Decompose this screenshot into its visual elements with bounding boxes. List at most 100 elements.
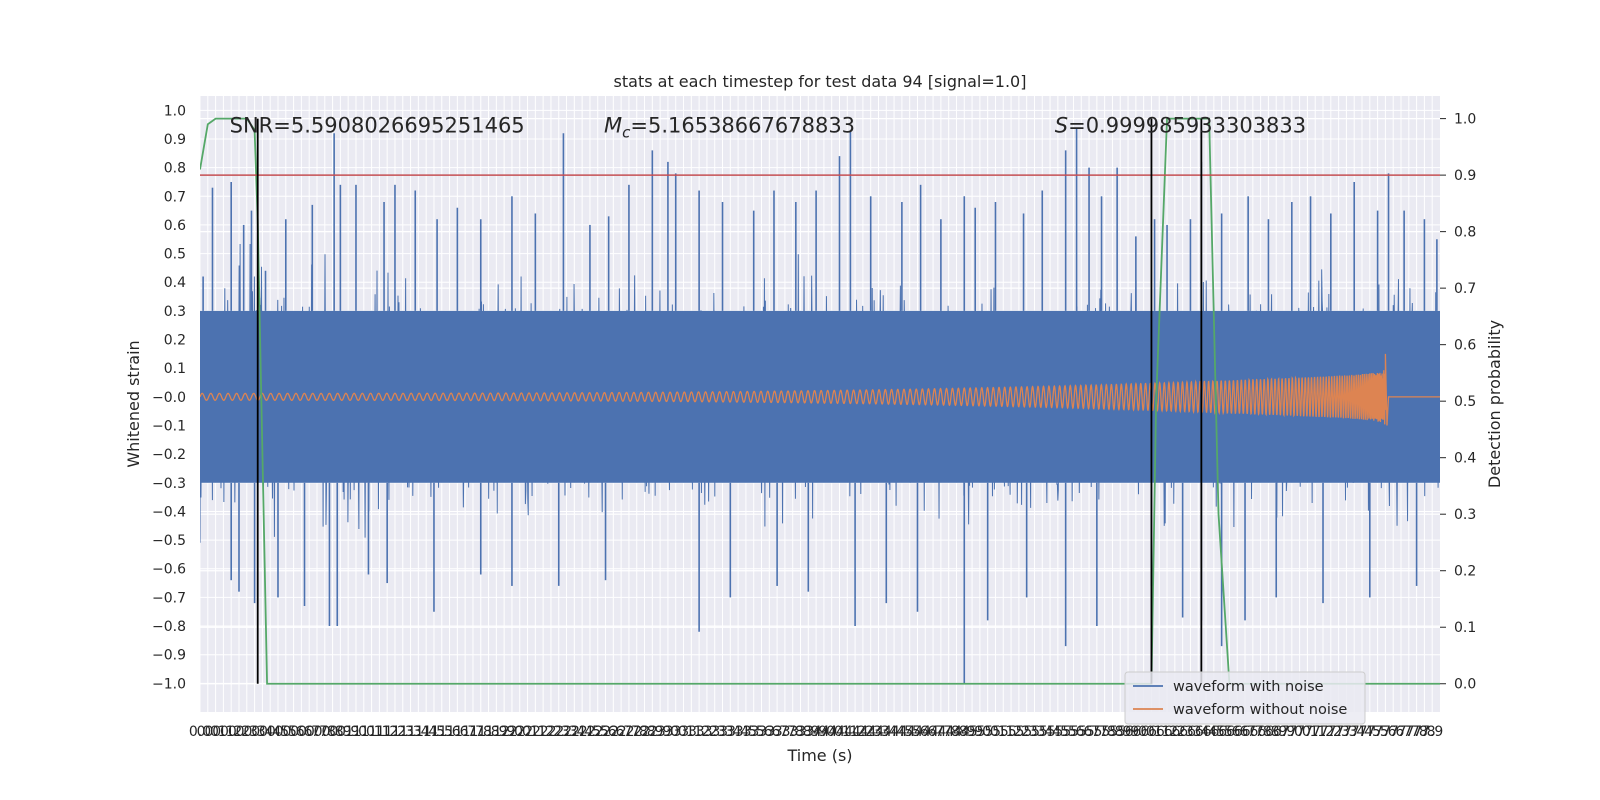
- x-tick-label: 3.3: [711, 724, 733, 740]
- y2-tick-labels: 0.0 0.1 0.2 0.3 0.4 0.5 0.6 0.7 0.8 0.9 1.0: [1440, 112, 1476, 693]
- x-tick-label: 1.0: [353, 724, 375, 740]
- x-tick-label: 4.8: [938, 724, 960, 740]
- y2-axis-label: Detection probability: [1485, 320, 1504, 488]
- x-tick-label: 7.9: [1421, 724, 1443, 740]
- x-tick-label: 1.5: [431, 724, 453, 740]
- x-tick-label: 4.7: [930, 724, 952, 740]
- x-tick-label: 2.8: [633, 724, 655, 740]
- x-tick-label: 1.7: [462, 724, 484, 740]
- x-tick-label: 4.5: [891, 724, 913, 740]
- x-tick-label: 5.5: [1055, 724, 1077, 740]
- x-tick-label: 7.2: [1320, 724, 1342, 740]
- y-tick-labels: −1.0 −0.9 −0.8 −0.7 −0.6 −0.5 −0.4 −0.3 −0.2 −0.1…: [152, 103, 186, 692]
- x-tick-label: 2.7: [618, 724, 640, 740]
- x-tick-label: 4.4: [883, 724, 905, 740]
- x-tick-label: 2.4: [571, 724, 593, 740]
- x-tick-label: 7.7: [1398, 724, 1420, 740]
- y2-tick-label: 0.0: [1454, 677, 1476, 693]
- x-tick-label: 4.6: [906, 724, 928, 740]
- x-tick-label: 0.5: [275, 724, 297, 740]
- x-tick-label: 5.0: [977, 724, 999, 740]
- x-tick-label: 5.0: [969, 724, 991, 740]
- x-tick-label: 4.3: [860, 724, 882, 740]
- y-tick-label: −0.4: [152, 504, 186, 520]
- x-tick-label: 1.6: [438, 724, 460, 740]
- x-tick-label: 6.4: [1195, 724, 1217, 740]
- x-tick-label: 0.9: [337, 724, 359, 740]
- x-tick-label: 6.9: [1265, 724, 1287, 740]
- x-tick-label: 7.5: [1366, 724, 1388, 740]
- x-tick-label: 1.1: [368, 724, 390, 740]
- x-tick-label: 1.6: [446, 724, 468, 740]
- x-tick-label: 6.7: [1242, 724, 1264, 740]
- x-tick-label: 6.6: [1218, 724, 1240, 740]
- x-tick-label: 0.4: [251, 724, 273, 740]
- chirp-trace: [200, 353, 1440, 426]
- x-tick-label: 1.4: [415, 724, 437, 740]
- x-tick-label: 3.5: [743, 724, 765, 740]
- x-tick-label: 2.7: [610, 724, 632, 740]
- x-tick-label: 7.7: [1390, 724, 1412, 740]
- x-tick-label: 7.2: [1312, 724, 1334, 740]
- y-tick-label: 0.5: [164, 247, 186, 263]
- x-tick-label: 2.0: [509, 724, 531, 740]
- y2-tick-label: 0.4: [1454, 451, 1476, 467]
- y-tick-label: 0.4: [164, 275, 186, 291]
- x-tick-label: 6.5: [1211, 724, 1233, 740]
- x-tick-label: 0.8: [321, 724, 343, 740]
- y2-tick-label: 0.9: [1454, 168, 1476, 184]
- x-tick-label: 2.9: [649, 724, 671, 740]
- x-tick-label: 3.4: [719, 724, 741, 740]
- x-tick-label: 0.3: [236, 724, 258, 740]
- x-tick-label: 6.8: [1257, 724, 1279, 740]
- x-tick-label: 7.3: [1327, 724, 1349, 740]
- y2-tick-label: 0.7: [1454, 281, 1476, 297]
- y-tick-label: −1.0: [152, 676, 186, 692]
- x-tick-label: 6.3: [1172, 724, 1194, 740]
- x-tick-label: 0.7: [298, 724, 320, 740]
- annotation-2: S=0.999985933303833: [1055, 114, 1306, 138]
- x-tick-label: 4.1: [836, 724, 858, 740]
- x-tick-label: 7.1: [1296, 724, 1318, 740]
- series-layer: [200, 117, 1440, 685]
- y2-tick-label: 0.3: [1454, 507, 1476, 523]
- x-tick-label: 6.0: [1125, 724, 1147, 740]
- x-tick-label: 2.8: [626, 724, 648, 740]
- x-tick-label: 1.2: [384, 724, 406, 740]
- y2-tick-label: 0.2: [1454, 564, 1476, 580]
- x-axis-label: Time (s): [786, 746, 852, 765]
- x-tick-label: 5.2: [1000, 724, 1022, 740]
- x-tick-label: 4.1: [828, 724, 850, 740]
- y-tick-label: −0.0: [152, 390, 186, 406]
- x-tick-label: 7.8: [1413, 724, 1435, 740]
- x-tick-label: 3.5: [735, 724, 757, 740]
- annotation-0: SNR=5.5908026695251465: [230, 114, 525, 138]
- x-tick-label: 0.0: [189, 724, 211, 740]
- x-tick-label: 1.7: [454, 724, 476, 740]
- x-tick-label: 2.6: [602, 724, 624, 740]
- x-tick-label: 6.4: [1187, 724, 1209, 740]
- x-tick-label: 2.2: [532, 724, 554, 740]
- legend: waveform with noise waveform without nois…: [1124, 671, 1366, 725]
- x-tick-label: 1.3: [392, 724, 414, 740]
- x-tick-label: 4.5: [899, 724, 921, 740]
- x-tick-label: 5.3: [1016, 724, 1038, 740]
- x-tick-label: 5.1: [984, 724, 1006, 740]
- annotations: SNR=5.5908026695251465 Mc=5.1653866767883…: [230, 114, 1307, 142]
- x-tick-label: 0.3: [243, 724, 265, 740]
- x-tick-label: 4.0: [821, 724, 843, 740]
- y-tick-label: −0.9: [152, 648, 186, 664]
- x-tick-label: 5.1: [992, 724, 1014, 740]
- y-tick-label: 1.0: [164, 103, 186, 119]
- x-tick-label: 7.6: [1382, 724, 1404, 740]
- x-tick-label: 4.2: [852, 724, 874, 740]
- legend-box: [1124, 671, 1366, 725]
- x-tick-label: 0.7: [306, 724, 328, 740]
- x-tick-label: 0.6: [290, 724, 312, 740]
- x-tick-label: 6.3: [1179, 724, 1201, 740]
- x-tick-label: 6.0: [1133, 724, 1155, 740]
- series-waveform-without-noise: [200, 353, 1440, 426]
- x-tick-label: 7.3: [1335, 724, 1357, 740]
- y-tick-label: −0.3: [152, 476, 186, 492]
- y-axis-label: Whitened strain: [124, 340, 143, 467]
